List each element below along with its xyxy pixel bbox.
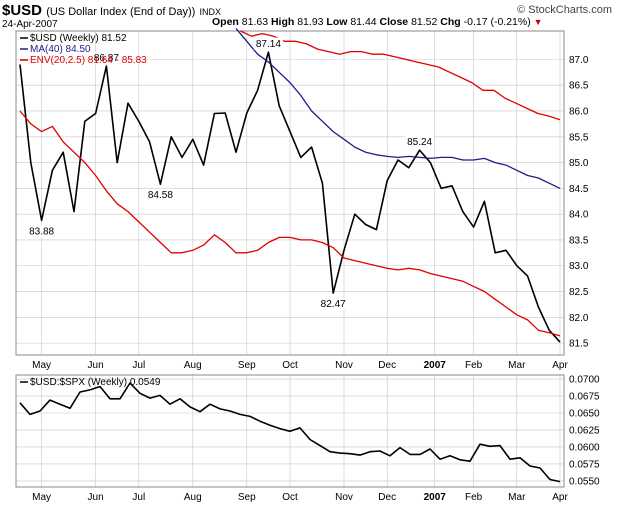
x-tick-label: Jun (88, 360, 104, 371)
x-tick-label: Aug (184, 360, 202, 371)
open-label: Open (212, 16, 239, 28)
open-value: 81.63 (241, 16, 269, 28)
x-tick-label: Nov (335, 492, 353, 503)
ratio-y-axis: 0.0550 0.0575 0.0600 0.0625 0.0650 0.0675 0.07… (569, 375, 600, 488)
x-tick-label: Mar (508, 360, 526, 371)
legend-label: $USD (Weekly) 81.52 (30, 33, 127, 44)
close-label: Close (379, 16, 409, 28)
annotation-bg (145, 188, 175, 201)
x-tick-label: Jun (88, 492, 104, 503)
ratio-x-axis: May Jun Jul Aug Sep Oct Nov Dec 2007 Feb Mar Apr (32, 492, 568, 503)
x-tick-label: Sep (238, 360, 256, 371)
price-series (19, 27, 561, 343)
close-value: 81.52 (411, 16, 438, 28)
x-tick-label: Aug (184, 492, 202, 503)
legend-label: ENV(20,2.5) 81.64 - 85.83 (30, 55, 147, 66)
y-tick-label: 85.0 (569, 158, 589, 169)
ratio-series (19, 382, 561, 483)
x-tick-label: Jul (132, 360, 145, 371)
price-panel-frame (15, 30, 565, 356)
y-tick-label: 83.5 (569, 235, 589, 246)
x-tick-label: Nov (335, 360, 353, 371)
price-panel-grid (16, 31, 564, 355)
x-tick-label: Feb (465, 492, 483, 503)
low-value: 81.44 (350, 16, 377, 28)
quote-line: Open 81.63 High 81.93 Low 81.44 Close 81… (212, 16, 543, 28)
y-tick-label: 0.0700 (569, 375, 600, 386)
x-tick-label: Oct (282, 492, 298, 503)
y-tick-label: 85.5 (569, 132, 589, 143)
annotation-bg (253, 37, 283, 50)
price-annotation: 87.14 (256, 39, 281, 50)
y-tick-label: 0.0650 (569, 409, 600, 420)
annotation-bg (318, 297, 348, 310)
price-x-axis: May Jun Jul Aug Sep Oct Nov Dec 2007 Feb Mar Apr (32, 360, 568, 371)
chg-value: -0.17 (-0.21%) (463, 16, 531, 28)
y-tick-label: 83.0 (569, 261, 589, 272)
x-tick-label: Sep (238, 492, 256, 503)
series-line--usd-spx-weekly- (19, 382, 561, 483)
y-tick-label: 0.0550 (569, 476, 600, 487)
annotation-bg (91, 51, 121, 64)
price-annotations: 83.88 86.87 84.58 87.14 82.47 85.24 (27, 37, 435, 310)
y-tick-label: 81.5 (569, 339, 589, 350)
symbol-title: $USD (US Dollar Index (End of Day)) INDX (2, 2, 222, 19)
legend-label: $USD:$SPX (Weekly) 0.0549 (30, 377, 161, 388)
x-tick-label: Dec (378, 492, 396, 503)
x-tick-label: May (32, 360, 51, 371)
ratio-legend: $USD:$SPX (Weekly) 0.0549 (20, 377, 161, 388)
x-tick-label: Dec (378, 360, 396, 371)
y-tick-label: 0.0600 (569, 442, 600, 453)
series-line-env-upper (240, 30, 561, 121)
price-annotation: 83.88 (29, 226, 54, 237)
exchange: INDX (199, 7, 222, 17)
x-tick-label: 2007 (424, 492, 447, 503)
x-tick-label: Apr (552, 360, 568, 371)
price-annotation: 84.58 (148, 190, 173, 201)
x-tick-label: Mar (508, 492, 526, 503)
y-tick-label: 86.5 (569, 81, 589, 92)
series-line--usd-weekly- (19, 51, 561, 343)
stockcharts-logo: © StockCharts.com (517, 4, 612, 16)
y-tick-label: 84.5 (569, 184, 589, 195)
y-tick-label: 0.0575 (569, 459, 600, 470)
y-tick-label: 82.5 (569, 287, 589, 298)
x-tick-label: Oct (282, 360, 298, 371)
annotation-bg (405, 135, 435, 148)
high-value: 81.93 (297, 16, 324, 28)
x-tick-label: 2007 (424, 360, 447, 371)
legend-label: MA(40) 84.50 (30, 44, 91, 55)
y-tick-label: 86.0 (569, 106, 589, 117)
y-tick-label: 0.0625 (569, 425, 600, 436)
down-triangle-icon: ▼ (533, 17, 543, 27)
ratio-panel-frame (15, 374, 565, 488)
x-tick-label: Apr (552, 492, 568, 503)
series-line-ma-40- (235, 27, 561, 189)
x-tick-label: Feb (465, 360, 483, 371)
low-label: Low (326, 16, 348, 28)
chg-label: Chg (440, 16, 461, 28)
as-of-date: 24-Apr-2007 (2, 19, 58, 30)
index-name: (US Dollar Index (End of Day)) (46, 6, 196, 18)
price-annotation: 86.87 (94, 53, 119, 64)
price-annotation: 85.24 (407, 137, 432, 148)
annotation-bg (27, 224, 57, 237)
high-label: High (270, 16, 295, 28)
y-tick-label: 87.0 (569, 55, 589, 66)
series-line-env-lower (19, 110, 561, 337)
x-tick-label: May (32, 492, 51, 503)
y-tick-label: 0.0675 (569, 392, 600, 403)
x-tick-label: Jul (132, 492, 145, 503)
y-tick-label: 84.0 (569, 210, 589, 221)
ratio-panel-grid (16, 375, 564, 487)
y-tick-label: 82.0 (569, 313, 589, 324)
price-annotation: 82.47 (321, 299, 346, 310)
price-y-axis: 81.5 82.0 82.5 83.0 83.5 84.0 84.5 85.0 85.5 86.0… (569, 55, 589, 350)
